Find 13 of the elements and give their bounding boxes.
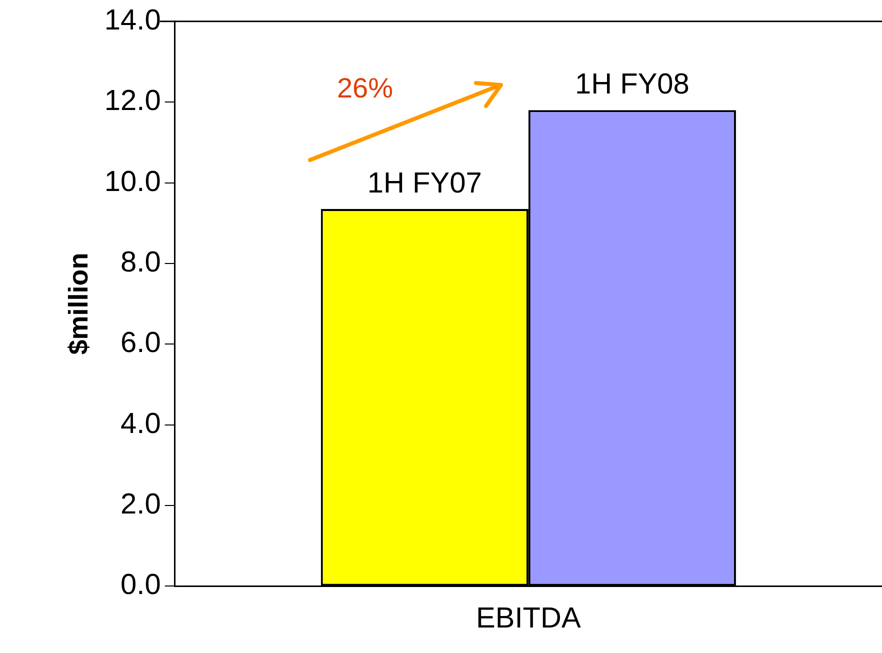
y-tick-label: 14.0 [104, 4, 161, 36]
y-tick-label: 12.0 [104, 85, 161, 118]
y-tick-label: 2.0 [120, 488, 161, 521]
series-label: 1H FY08 [574, 68, 690, 101]
y-tick-label: 4.0 [120, 408, 161, 440]
y-tick-label: 6.0 [120, 327, 161, 360]
series-label: 1H FY07 [367, 167, 482, 200]
annotation: 26% [336, 72, 394, 104]
x-tick-label: EBITDA [476, 602, 582, 635]
y-tick-label: 0.0 [120, 569, 161, 602]
y-tick-label: 8.0 [120, 246, 161, 278]
y-tick-label: 10.0 [104, 166, 161, 198]
y-axis-title: $million [64, 252, 94, 355]
